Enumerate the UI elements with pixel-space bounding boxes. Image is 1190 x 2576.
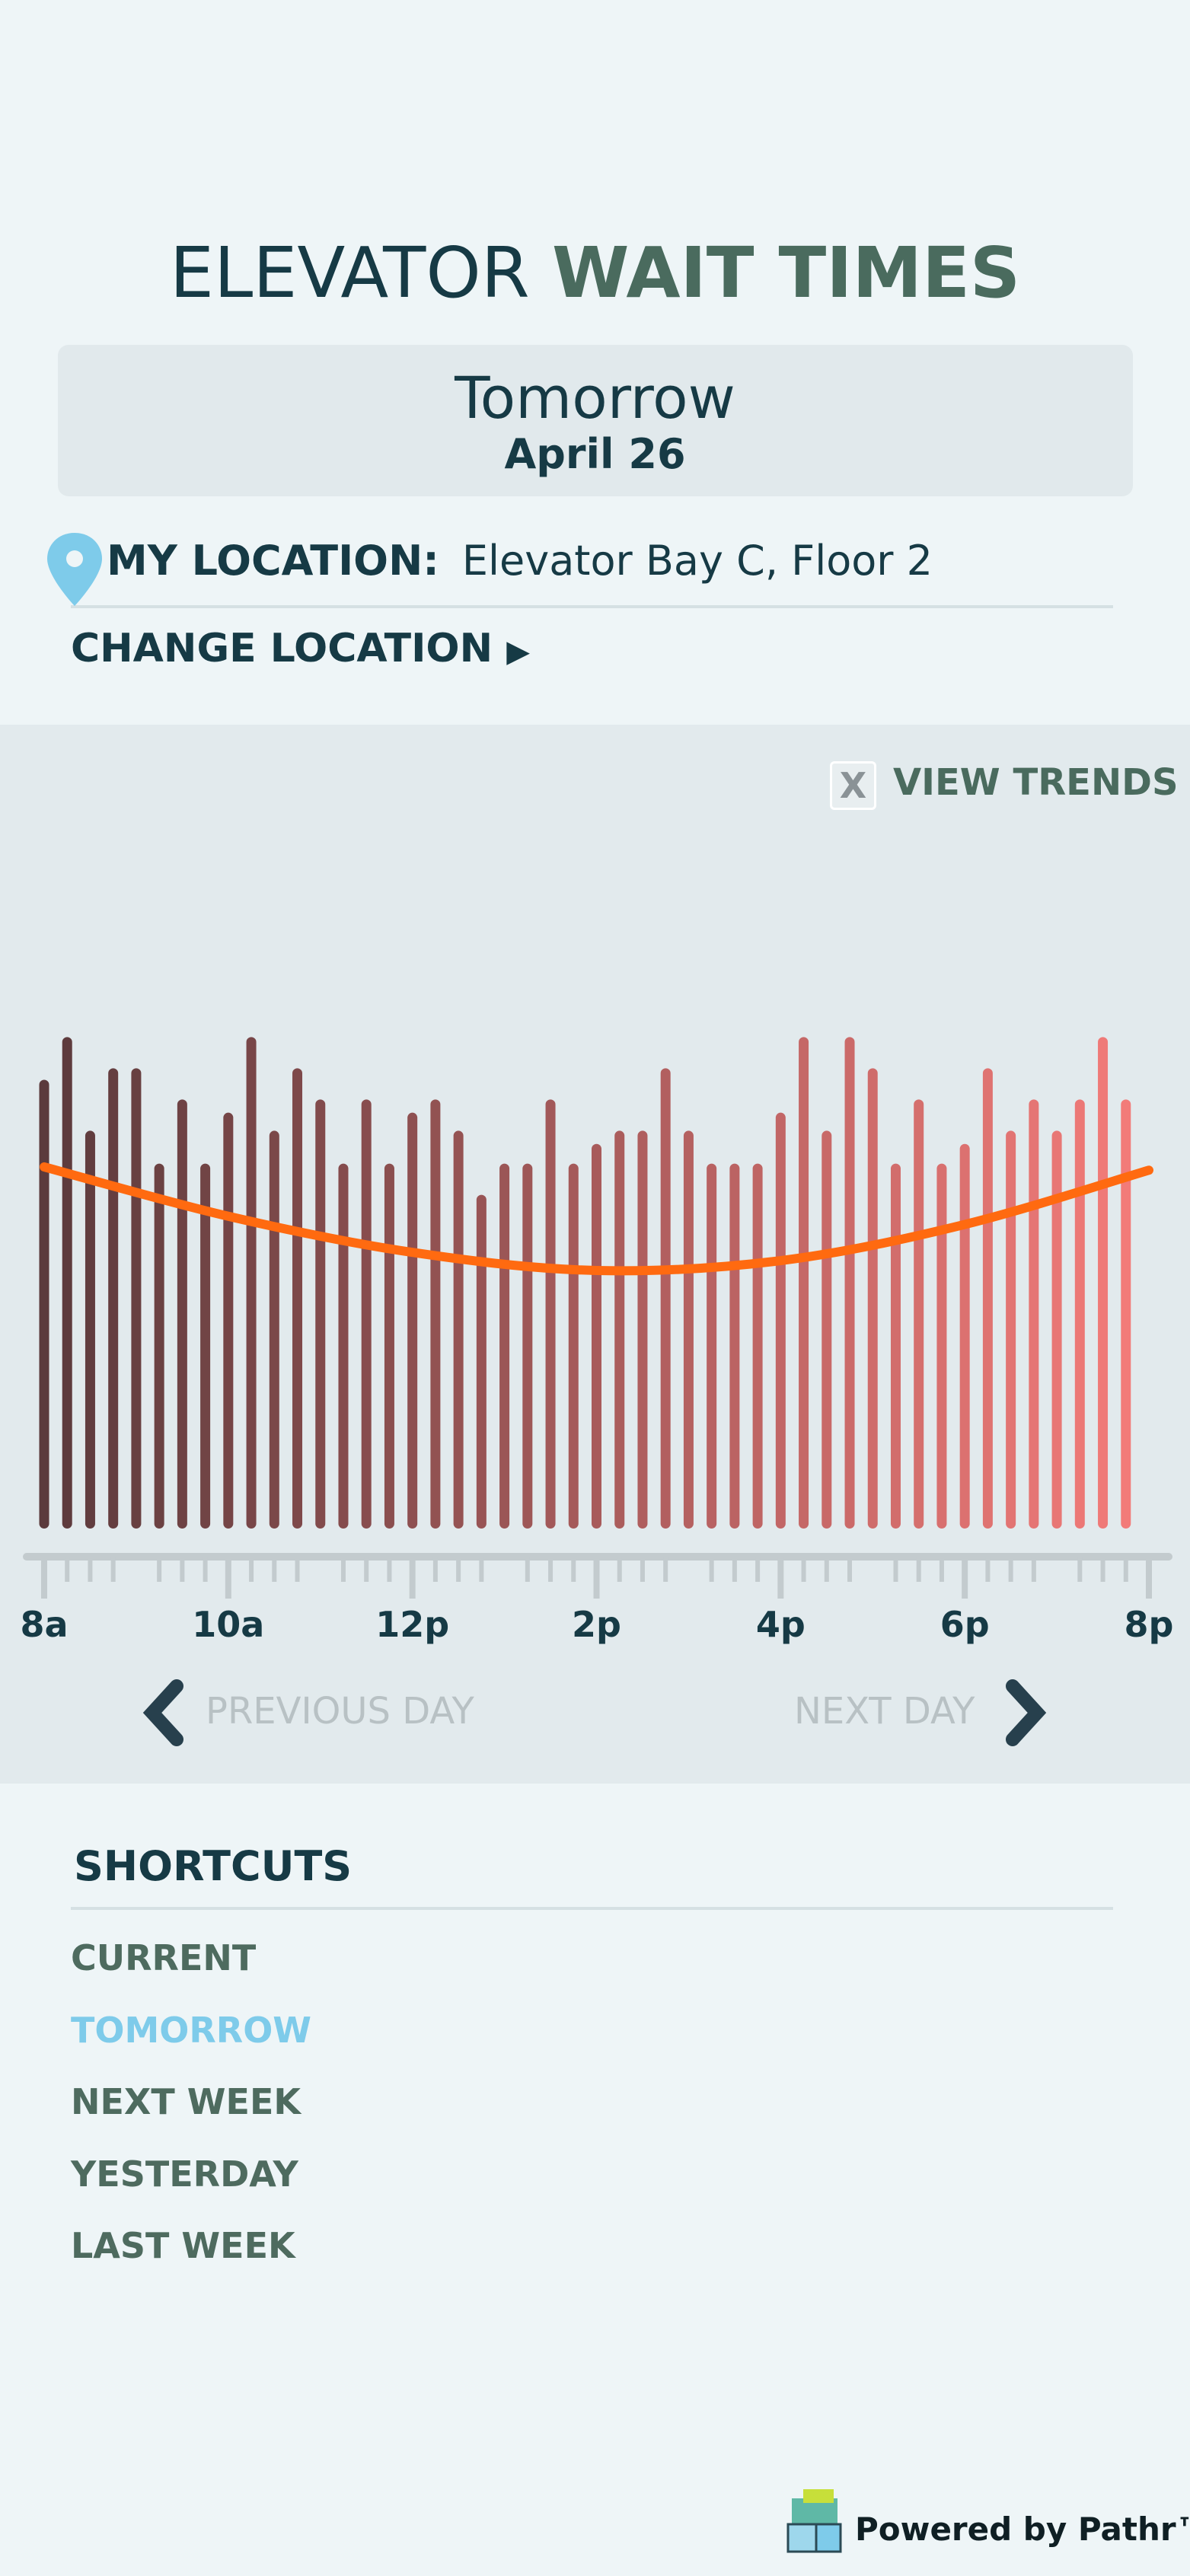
x-tick-label: 4p bbox=[756, 1604, 806, 1645]
bar bbox=[1098, 1037, 1109, 1529]
bar bbox=[1121, 1099, 1131, 1529]
bar bbox=[729, 1163, 740, 1529]
location: MY LOCATION: Elevator Bay C, Floor 2 bbox=[107, 537, 933, 585]
x-tick-label: 2p bbox=[572, 1604, 621, 1645]
bar bbox=[246, 1037, 257, 1529]
bar bbox=[131, 1068, 142, 1529]
x-tick-label: 8p bbox=[1125, 1604, 1174, 1645]
bar bbox=[1074, 1099, 1085, 1529]
day: Tomorrow bbox=[455, 364, 735, 432]
bar bbox=[775, 1112, 786, 1529]
bar bbox=[361, 1099, 372, 1529]
bar bbox=[683, 1130, 694, 1529]
bar bbox=[982, 1068, 993, 1529]
bar bbox=[315, 1099, 326, 1529]
bar bbox=[614, 1130, 625, 1529]
bar bbox=[1006, 1130, 1016, 1529]
shortcut[interactable]: LAST WEEK bbox=[71, 2225, 295, 2266]
bar bbox=[476, 1194, 487, 1529]
bar bbox=[936, 1163, 947, 1529]
bar bbox=[430, 1099, 441, 1529]
bar bbox=[637, 1130, 648, 1529]
change-location-text[interactable]: CHANGE LOCATION bbox=[71, 626, 493, 671]
bar bbox=[799, 1037, 809, 1529]
bar bbox=[62, 1037, 72, 1529]
x-tick-label: 6p bbox=[940, 1604, 990, 1645]
trend-line bbox=[40, 1162, 1153, 1276]
shortcut[interactable]: TOMORROW bbox=[71, 2009, 312, 2051]
shortcuts-title: SHORTCUTS bbox=[74, 1842, 353, 1890]
bar bbox=[844, 1037, 855, 1529]
title-bold: WAIT TIMES bbox=[551, 232, 1021, 314]
bar bbox=[707, 1163, 717, 1529]
location-label: MY LOCATION: bbox=[107, 537, 439, 585]
bar bbox=[1029, 1099, 1039, 1529]
shortcut[interactable]: CURRENT bbox=[71, 1937, 257, 1978]
pin-icon bbox=[47, 533, 102, 606]
change-location[interactable]: CHANGE LOCATION ▶ bbox=[71, 626, 530, 671]
bar bbox=[822, 1130, 832, 1529]
bar bbox=[568, 1163, 579, 1529]
bar bbox=[269, 1130, 279, 1529]
bar bbox=[407, 1112, 418, 1529]
date: April 26 bbox=[504, 430, 686, 478]
x-tick-label: 8a bbox=[20, 1604, 68, 1645]
bar bbox=[914, 1099, 924, 1529]
bar bbox=[177, 1099, 187, 1529]
bar bbox=[752, 1163, 763, 1529]
title: ELEVATOR WAIT TIMES bbox=[0, 232, 1190, 314]
location-value: Elevator Bay C, Floor 2 bbox=[461, 537, 933, 585]
pin-hole bbox=[66, 550, 83, 567]
date-box bbox=[58, 345, 1133, 496]
next-day[interactable]: NEXT DAY bbox=[794, 1690, 975, 1733]
view-trends[interactable]: VIEW TRENDS bbox=[893, 761, 1179, 804]
bar bbox=[154, 1163, 164, 1529]
logo bbox=[786, 2489, 842, 2553]
bar bbox=[660, 1068, 671, 1529]
bar bbox=[223, 1112, 234, 1529]
shortcut[interactable]: NEXT WEEK bbox=[71, 2081, 301, 2122]
checkbox[interactable]: X bbox=[830, 761, 876, 810]
divider bbox=[71, 1907, 1113, 1910]
previous-day[interactable]: PREVIOUS DAY bbox=[206, 1690, 474, 1733]
bar bbox=[959, 1143, 970, 1529]
bar bbox=[108, 1068, 119, 1529]
x-tick-label: 10a bbox=[192, 1604, 264, 1645]
arrow: ▶ bbox=[506, 634, 531, 669]
bar bbox=[453, 1130, 464, 1529]
shortcut[interactable]: YESTERDAY bbox=[71, 2153, 298, 2195]
bar bbox=[522, 1163, 533, 1529]
bar bbox=[867, 1068, 878, 1529]
bar bbox=[890, 1163, 901, 1529]
bar bbox=[499, 1163, 510, 1529]
prev-chevron[interactable] bbox=[142, 1679, 183, 1746]
bar bbox=[545, 1099, 556, 1529]
x-tick-label: 12p bbox=[375, 1604, 449, 1645]
powered-by: Powered by Pathr™ bbox=[855, 2511, 1190, 2548]
title-light: ELEVATOR bbox=[169, 232, 530, 314]
bar bbox=[292, 1068, 303, 1529]
next-chevron[interactable] bbox=[1006, 1679, 1047, 1746]
bar bbox=[85, 1130, 95, 1529]
bar bbox=[1051, 1130, 1062, 1529]
bar bbox=[592, 1143, 601, 1529]
bar bbox=[200, 1163, 211, 1529]
bar bbox=[338, 1163, 349, 1529]
bar bbox=[384, 1163, 394, 1529]
divider bbox=[71, 605, 1113, 608]
bar bbox=[39, 1079, 49, 1529]
